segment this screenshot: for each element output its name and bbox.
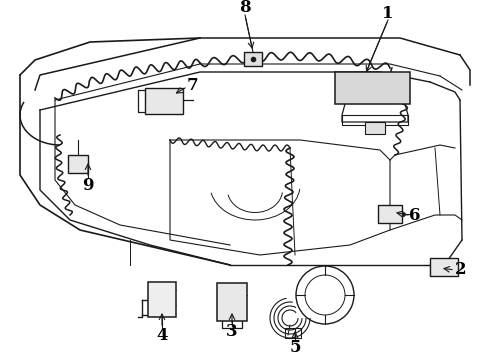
Text: 5: 5 xyxy=(289,339,301,356)
Bar xyxy=(217,283,247,321)
Text: 6: 6 xyxy=(409,207,421,224)
Bar xyxy=(342,115,408,125)
Bar xyxy=(365,122,385,134)
Bar xyxy=(244,52,262,66)
Text: 9: 9 xyxy=(82,176,94,194)
Text: 4: 4 xyxy=(156,327,168,343)
Bar xyxy=(145,88,183,114)
Bar xyxy=(378,205,402,223)
Text: 2: 2 xyxy=(455,261,467,279)
Bar xyxy=(335,72,410,104)
Text: 8: 8 xyxy=(239,0,251,17)
Text: 1: 1 xyxy=(382,5,394,22)
Text: 7: 7 xyxy=(186,77,198,94)
Text: 3: 3 xyxy=(226,324,238,341)
Bar xyxy=(430,258,458,276)
Bar xyxy=(285,328,301,338)
Bar xyxy=(68,155,88,173)
Bar xyxy=(148,282,176,317)
